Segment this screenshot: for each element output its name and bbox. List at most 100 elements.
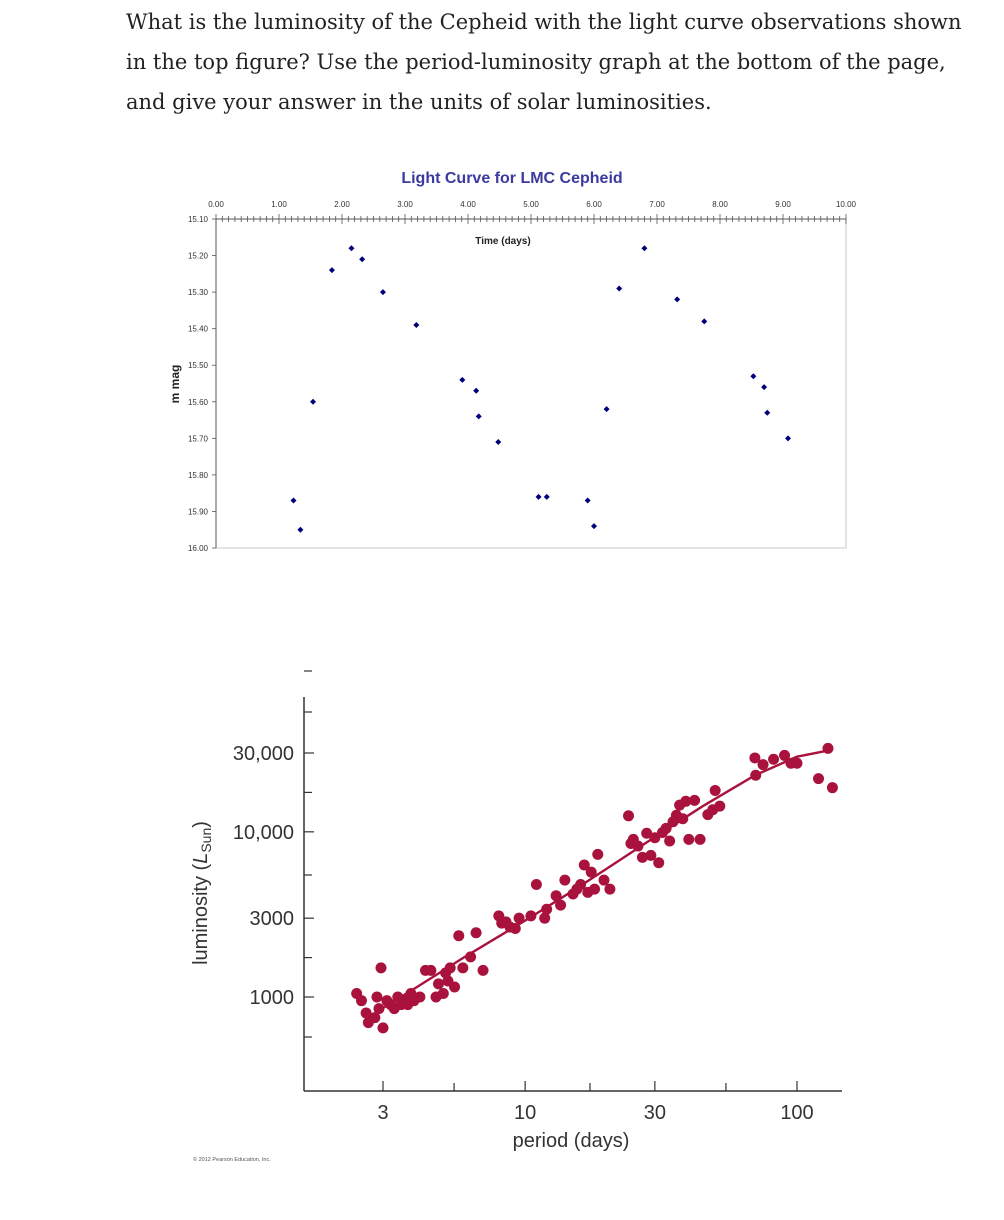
data-point [405, 987, 417, 999]
x-tick-label: 8.00 [712, 200, 728, 209]
data-point [395, 999, 407, 1011]
data-point [813, 773, 825, 785]
data-point [465, 951, 477, 963]
y-tick-label: 10,000 [233, 822, 294, 844]
data-point [585, 866, 597, 878]
data-point [603, 406, 610, 413]
data-point [310, 398, 317, 405]
data-point [457, 962, 469, 974]
data-point [592, 848, 604, 860]
data-point [779, 749, 791, 761]
data-point [475, 413, 482, 420]
data-point [509, 922, 521, 934]
data-point [399, 995, 411, 1007]
data-point [750, 373, 757, 380]
data-point [535, 493, 542, 500]
y-tick-label: 30,000 [233, 743, 294, 765]
x-tick-label: 5.00 [523, 200, 539, 209]
data-point [360, 1007, 372, 1019]
data-point [627, 833, 639, 845]
data-point [689, 794, 701, 806]
data-point [826, 782, 838, 794]
data-point [571, 883, 583, 895]
data-point [425, 964, 437, 976]
data-point [377, 1022, 389, 1034]
data-point [714, 800, 726, 812]
data-point [660, 822, 672, 834]
data-point [598, 874, 610, 886]
y-tick-label: 3000 [250, 908, 295, 930]
data-point [449, 981, 461, 993]
data-point [392, 991, 404, 1003]
data-point [539, 912, 551, 924]
data-point [328, 267, 335, 274]
data-point [785, 435, 792, 442]
data-point [625, 837, 637, 849]
y-axis-label: m mag [168, 365, 182, 404]
data-point [632, 840, 644, 852]
data-point [297, 526, 304, 533]
data-point [470, 927, 482, 939]
data-point [477, 964, 489, 976]
data-point [355, 995, 367, 1007]
data-point [351, 987, 363, 999]
x-axis-label: period (days) [513, 1130, 630, 1152]
data-point [444, 962, 456, 974]
data-point [555, 899, 567, 911]
data-point [379, 289, 386, 296]
data-point [680, 795, 692, 807]
data-point [764, 409, 771, 416]
data-point [493, 910, 505, 922]
x-tick-label: 6.00 [586, 200, 602, 209]
data-point [702, 809, 714, 821]
data-point [694, 833, 706, 845]
data-point [500, 916, 512, 928]
data-point [440, 967, 452, 979]
data-point [559, 874, 571, 886]
x-tick-label: 10 [514, 1102, 536, 1124]
data-point [578, 859, 590, 871]
data-point [388, 1003, 400, 1015]
data-point [504, 921, 516, 933]
y-tick-label: 15.40 [188, 325, 209, 334]
data-point [750, 769, 762, 781]
data-point [369, 1012, 381, 1024]
data-point [674, 799, 686, 811]
data-point [636, 851, 648, 863]
data-point [656, 827, 668, 839]
data-point [473, 387, 480, 394]
data-point [709, 784, 721, 796]
data-point [442, 975, 454, 987]
x-tick-label: 4.00 [460, 200, 476, 209]
data-point [707, 804, 719, 816]
data-point [761, 384, 768, 391]
data-point [408, 995, 420, 1007]
data-point [683, 833, 695, 845]
data-point [749, 752, 761, 764]
data-point [674, 296, 681, 303]
x-tick-label: 9.00 [775, 200, 791, 209]
y-axis-label: luminosity (LSun) [190, 821, 214, 965]
data-point [375, 962, 387, 974]
y-tick-label: 15.20 [188, 252, 209, 261]
data-point [641, 245, 648, 252]
data-point [541, 903, 553, 915]
data-point [575, 878, 587, 890]
data-point [525, 910, 537, 922]
data-point [757, 759, 769, 771]
data-point [616, 285, 623, 292]
data-point [348, 245, 355, 252]
x-tick-label: 7.00 [649, 200, 665, 209]
data-point [768, 753, 780, 765]
x-tick-label: 10.00 [836, 200, 857, 209]
y-tick-label: 15.80 [188, 471, 209, 480]
data-point [513, 912, 525, 924]
data-point [645, 849, 657, 861]
data-point [385, 999, 397, 1011]
y-tick-label: 15.50 [188, 361, 209, 370]
data-point [791, 757, 803, 769]
data-point [653, 857, 665, 869]
data-point [584, 497, 591, 504]
y-tick-label: 15.10 [188, 215, 209, 224]
